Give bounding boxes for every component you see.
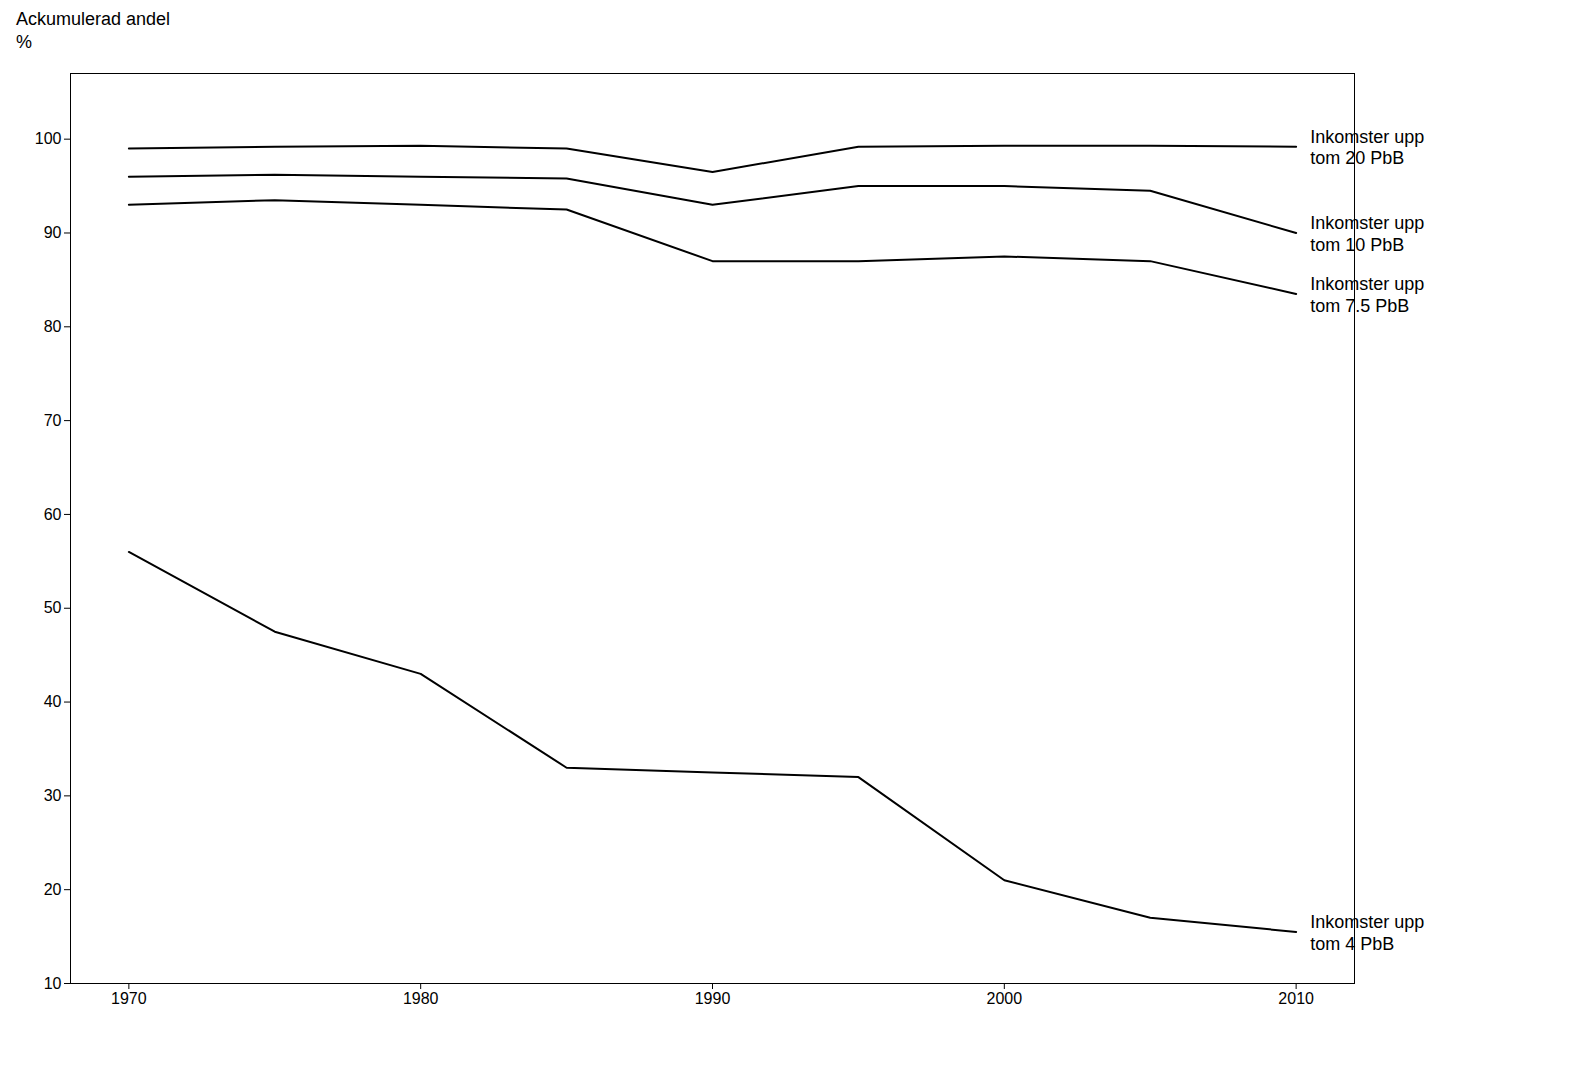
svg-text:30: 30 [44, 787, 62, 804]
svg-text:80: 80 [44, 318, 62, 335]
html-text:Ackumulerad andel %: Ackumulerad andel % [16, 9, 171, 52]
svg-text:40: 40 [44, 693, 62, 710]
svg-text:1980: 1980 [403, 990, 439, 1007]
svg-text:Inkomster upptom 20 PbB: Inkomster upptom 20 PbB [1310, 127, 1424, 169]
svg-text:Inkomster upptom 10 PbB: Inkomster upptom 10 PbB [1310, 213, 1424, 255]
svg-text:100: 100 [35, 130, 62, 147]
svg-text:50: 50 [44, 599, 62, 616]
svg-text:1990: 1990 [695, 990, 731, 1007]
svg-text:Inkomster upptom 7.5 PbB: Inkomster upptom 7.5 PbB [1310, 274, 1424, 316]
svg-text:70: 70 [44, 412, 62, 429]
svg-text:10: 10 [44, 975, 62, 992]
svg-text:90: 90 [44, 224, 62, 241]
svg-text:60: 60 [44, 506, 62, 523]
svg-text:2010: 2010 [1278, 990, 1314, 1007]
svg-text:1970: 1970 [111, 990, 147, 1007]
svg-text:20: 20 [44, 881, 62, 898]
svg-text:2000: 2000 [987, 990, 1023, 1007]
svg-text:Inkomster upptom 4 PbB: Inkomster upptom 4 PbB [1310, 912, 1424, 954]
